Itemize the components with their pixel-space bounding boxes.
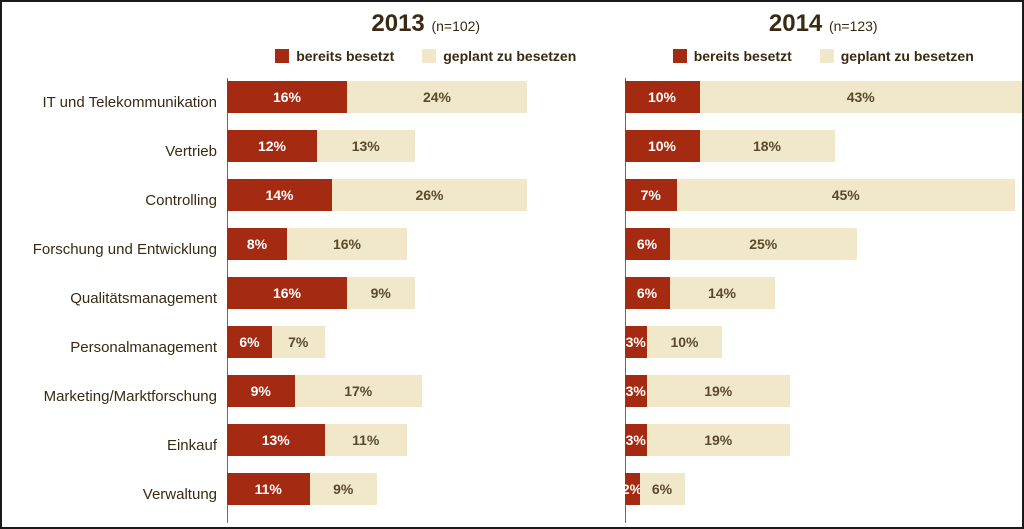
bar-seg1: 2% (625, 473, 640, 505)
bar-seg1: 16% (227, 277, 347, 309)
legend-item-seg2: geplant zu besetzen (820, 48, 974, 64)
category-label: Verwaltung (2, 470, 227, 519)
bar-row: 3%19% (625, 415, 1023, 464)
bar-row: 14%26% (227, 170, 625, 219)
category-label: IT und Telekommunikation (2, 78, 227, 127)
legend-item-seg2: geplant zu besetzen (422, 48, 576, 64)
bar-seg1: 13% (227, 424, 325, 456)
bar-seg1: 6% (625, 228, 670, 260)
category-label: Einkauf (2, 421, 227, 470)
panel-year: 2013 (371, 10, 424, 37)
bar-seg2: 18% (700, 130, 835, 162)
legend-label-seg2: geplant zu besetzen (443, 48, 576, 64)
panel-2013: 2013 (n=102) bereits besetzt geplant zu be… (227, 2, 625, 527)
bar-seg1: 6% (625, 277, 670, 309)
bar-seg2: 11% (325, 424, 408, 456)
category-label: Personalmanagement (2, 323, 227, 372)
bar-seg2: 19% (647, 424, 790, 456)
legend-swatch-seg1 (275, 49, 289, 63)
legend-item-seg1: bereits besetzt (673, 48, 792, 64)
legend-label-seg2: geplant zu besetzen (841, 48, 974, 64)
bar-row: 6%14% (625, 268, 1023, 317)
bar-seg2: 45% (677, 179, 1015, 211)
bar-seg1: 12% (227, 130, 317, 162)
bar-seg1: 8% (227, 228, 287, 260)
bar-row: 6%7% (227, 317, 625, 366)
bar-row: 3%19% (625, 366, 1023, 415)
legend-label-seg1: bereits besetzt (694, 48, 792, 64)
legend-swatch-seg2 (820, 49, 834, 63)
legend-label-seg1: bereits besetzt (296, 48, 394, 64)
panel-year: 2014 (769, 10, 822, 37)
bar-seg1: 7% (625, 179, 678, 211)
legend-item-seg1: bereits besetzt (275, 48, 394, 64)
bar-seg1: 10% (625, 130, 700, 162)
panel-n: (n=102) (431, 18, 480, 34)
chart-container: IT und TelekommunikationVertriebControll… (2, 2, 1022, 527)
bar-row: 11%9% (227, 464, 625, 513)
panels-host: 2013 (n=102) bereits besetzt geplant zu be… (227, 2, 1022, 527)
bar-seg1: 14% (227, 179, 332, 211)
panel-2014: 2014 (n=123) bereits besetzt geplant zu be… (625, 2, 1023, 527)
bars-area: 16%24%12%13%14%26%8%16%16%9%6%7%9%17%13%… (227, 72, 625, 513)
legend-swatch-seg1 (673, 49, 687, 63)
bar-seg1: 16% (227, 81, 347, 113)
bar-seg2: 13% (317, 130, 415, 162)
bar-seg2: 26% (332, 179, 527, 211)
bar-seg2: 25% (670, 228, 858, 260)
bar-row: 13%11% (227, 415, 625, 464)
bar-seg2: 43% (700, 81, 1023, 113)
bar-seg1: 3% (625, 326, 648, 358)
bar-seg2: 6% (640, 473, 685, 505)
bar-row: 6%25% (625, 219, 1023, 268)
category-label: Qualitätsmanagement (2, 274, 227, 323)
bar-row: 16%24% (227, 72, 625, 121)
bar-seg2: 9% (310, 473, 378, 505)
legend: bereits besetzt geplant zu besetzen (227, 48, 625, 64)
bar-row: 3%10% (625, 317, 1023, 366)
legend-swatch-seg2 (422, 49, 436, 63)
bar-seg2: 17% (295, 375, 423, 407)
bar-seg1: 3% (625, 375, 648, 407)
panel-title: 2014 (n=123) (625, 10, 1023, 38)
bar-row: 7%45% (625, 170, 1023, 219)
bar-seg2: 16% (287, 228, 407, 260)
bar-row: 16%9% (227, 268, 625, 317)
bar-seg2: 14% (670, 277, 775, 309)
panel-n: (n=123) (829, 18, 878, 34)
bar-row: 8%16% (227, 219, 625, 268)
bar-row: 10%18% (625, 121, 1023, 170)
bar-seg1: 6% (227, 326, 272, 358)
bar-seg1: 3% (625, 424, 648, 456)
bar-seg2: 7% (272, 326, 325, 358)
bar-seg2: 24% (347, 81, 527, 113)
bar-seg1: 9% (227, 375, 295, 407)
category-labels-column: IT und TelekommunikationVertriebControll… (2, 2, 227, 527)
bar-seg2: 19% (647, 375, 790, 407)
bar-seg2: 10% (647, 326, 722, 358)
bar-row: 9%17% (227, 366, 625, 415)
category-label: Controlling (2, 176, 227, 225)
bars-area: 10%43%10%18%7%45%6%25%6%14%3%10%3%19%3%1… (625, 72, 1023, 513)
bar-seg2: 9% (347, 277, 415, 309)
bar-row: 2%6% (625, 464, 1023, 513)
category-label: Vertrieb (2, 127, 227, 176)
panel-title: 2013 (n=102) (227, 10, 625, 38)
bar-seg1: 11% (227, 473, 310, 505)
bar-seg1: 10% (625, 81, 700, 113)
legend: bereits besetzt geplant zu besetzen (625, 48, 1023, 64)
bar-row: 12%13% (227, 121, 625, 170)
category-label: Forschung und Entwicklung (2, 225, 227, 274)
bar-row: 10%43% (625, 72, 1023, 121)
category-label: Marketing/Marktforschung (2, 372, 227, 421)
